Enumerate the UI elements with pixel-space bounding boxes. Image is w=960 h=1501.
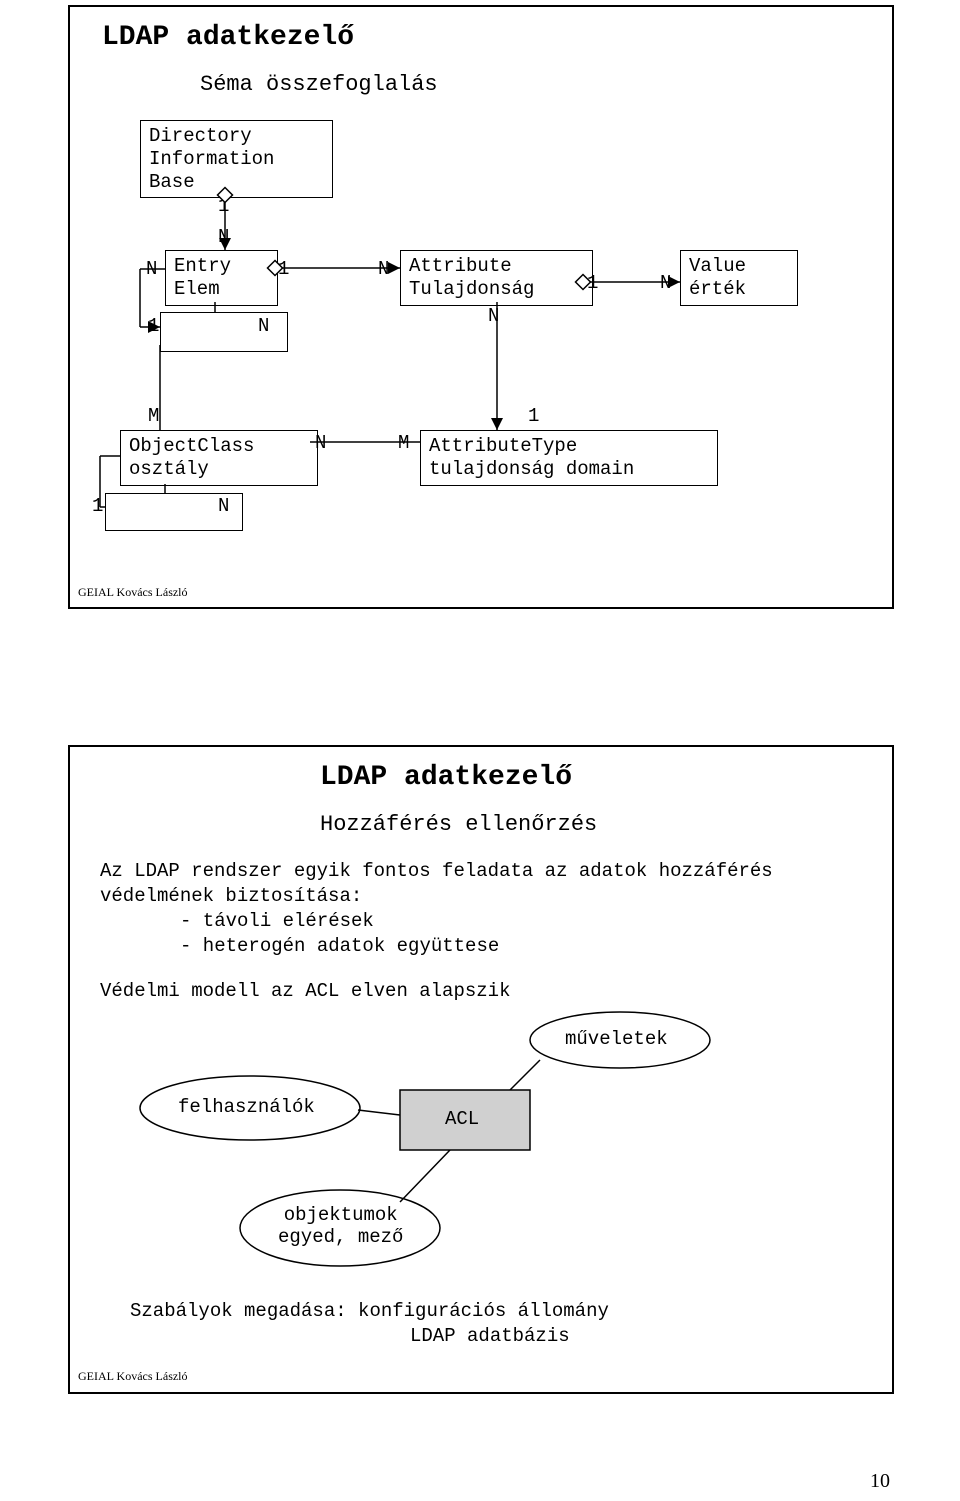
box-dib-line1: Information	[149, 148, 274, 170]
box-value: Value érték	[680, 250, 798, 306]
box-oc-line0: ObjectClass	[129, 435, 254, 457]
mult-14: 1	[92, 495, 103, 517]
ellipse-users-label: felhasználók	[178, 1096, 315, 1118]
rules-0: Szabályok megadása: konfigurációs állomá…	[130, 1300, 609, 1322]
panel2-title: LDAP adatkezelő	[320, 762, 572, 793]
box-attribute-line1: Tulajdonság	[409, 278, 534, 300]
page: LDAP adatkezelő Séma összefoglalás GEIAL…	[0, 0, 960, 1501]
page-number: 10	[870, 1470, 890, 1493]
para-3: - heterogén adatok együttese	[180, 935, 499, 957]
mult-0: 1	[218, 195, 229, 217]
para-4: Védelmi modell az ACL elven alapszik	[100, 980, 510, 1002]
mult-5: 1	[278, 258, 289, 280]
box-entry-line1: Elem	[174, 278, 220, 300]
mult-7: 1	[587, 272, 598, 294]
mult-6: N	[378, 258, 389, 280]
mult-15: N	[218, 495, 229, 517]
panel1-subtitle: Séma összefoglalás	[200, 72, 438, 97]
para-1: védelmének biztosítása:	[100, 885, 362, 907]
mult-4: N	[258, 315, 269, 337]
panel-access: LDAP adatkezelő Hozzáférés ellenőrzés GE…	[68, 745, 894, 1394]
ellipse-objects-label: objektumok egyed, mező	[278, 1204, 403, 1248]
box-attribute-line0: Attribute	[409, 255, 512, 277]
mult-12: M	[398, 432, 409, 454]
ellipse-ops-label: műveletek	[565, 1028, 668, 1050]
mult-2: N	[146, 258, 157, 280]
panel1-footer: GEIAL Kovács László	[78, 585, 188, 600]
para-2: - távoli elérések	[180, 910, 374, 932]
panel2-footer: GEIAL Kovács László	[78, 1369, 188, 1384]
box-attrtype: AttributeType tulajdonság domain	[420, 430, 718, 486]
rules-1: LDAP adatbázis	[410, 1325, 570, 1347]
box-value-line1: érték	[689, 278, 746, 300]
mult-3: 1	[148, 315, 159, 337]
box-dib: Directory Information Base	[140, 120, 333, 198]
box-oc-line1: osztály	[129, 458, 209, 480]
box-attrtype-line0: AttributeType	[429, 435, 577, 457]
mult-8: N	[660, 272, 671, 294]
box-dib-line2: Base	[149, 171, 195, 193]
acl-label: ACL	[445, 1108, 479, 1130]
panel2-subtitle: Hozzáférés ellenőrzés	[320, 812, 597, 837]
box-entry-line0: Entry	[174, 255, 231, 277]
mult-9: N	[488, 305, 499, 327]
box-attrtype-line1: tulajdonság domain	[429, 458, 634, 480]
box-dib-line0: Directory	[149, 125, 252, 147]
para-0: Az LDAP rendszer egyik fontos feladata a…	[100, 860, 773, 882]
box-attribute: Attribute Tulajdonság	[400, 250, 593, 306]
mult-13: 1	[528, 405, 539, 427]
box-value-line0: Value	[689, 255, 746, 277]
box-objectclass: ObjectClass osztály	[120, 430, 318, 486]
box-entry: Entry Elem	[165, 250, 278, 306]
panel1-title: LDAP adatkezelő	[102, 22, 354, 53]
mult-1: N	[218, 226, 229, 248]
mult-11: N	[315, 432, 326, 454]
mult-10: M	[148, 405, 159, 427]
